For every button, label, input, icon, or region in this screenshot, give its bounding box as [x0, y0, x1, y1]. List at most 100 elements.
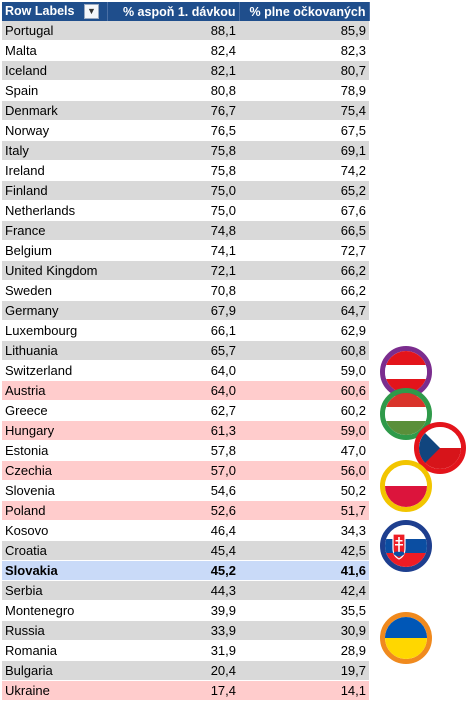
fully-vaccinated-cell[interactable]: 75,4 — [239, 100, 369, 121]
fully-vaccinated-cell[interactable]: 47,0 — [239, 440, 369, 461]
country-cell[interactable]: Serbia — [2, 580, 107, 601]
country-cell[interactable]: Ireland — [2, 160, 107, 181]
table-row[interactable]: United Kingdom 72,1 66,2 — [2, 260, 369, 281]
first-dose-cell[interactable]: 75,0 — [107, 180, 239, 201]
fully-vaccinated-cell[interactable]: 59,0 — [239, 360, 369, 381]
first-dose-cell[interactable]: 75,0 — [107, 200, 239, 221]
country-cell[interactable]: Kosovo — [2, 520, 107, 541]
country-cell[interactable]: Slovakia — [2, 560, 107, 581]
first-dose-cell[interactable]: 46,4 — [107, 520, 239, 541]
table-row[interactable]: Portugal 88,1 85,9 — [2, 21, 369, 41]
table-row[interactable]: Serbia 44,3 42,4 — [2, 580, 369, 601]
fully-vaccinated-cell[interactable]: 60,2 — [239, 400, 369, 421]
country-cell[interactable]: Portugal — [2, 21, 107, 41]
first-dose-cell[interactable]: 67,9 — [107, 300, 239, 321]
table-row[interactable]: Russia 33,9 30,9 — [2, 620, 369, 641]
country-cell[interactable]: Ukraine — [2, 680, 107, 701]
fully-vaccinated-cell[interactable]: 62,9 — [239, 320, 369, 341]
fully-vaccinated-cell[interactable]: 41,6 — [239, 560, 369, 581]
table-row[interactable]: Estonia 57,8 47,0 — [2, 440, 369, 461]
table-row[interactable]: Malta 82,4 82,3 — [2, 40, 369, 61]
table-row[interactable]: Ireland 75,8 74,2 — [2, 160, 369, 181]
filter-sort-icon[interactable]: ▼ — [83, 4, 99, 20]
table-row[interactable]: Italy 75,8 69,1 — [2, 140, 369, 161]
header-fully-vaccinated[interactable]: % plne očkovaných — [239, 2, 370, 21]
table-row[interactable]: Ukraine 17,4 14,1 — [2, 680, 369, 701]
table-row[interactable]: Sweden 70,8 66,2 — [2, 280, 369, 301]
table-row[interactable]: Luxembourg 66,1 62,9 — [2, 320, 369, 341]
first-dose-cell[interactable]: 45,4 — [107, 540, 239, 561]
fully-vaccinated-cell[interactable]: 51,7 — [239, 500, 369, 521]
table-row[interactable]: Slovakia 45,2 41,6 — [2, 560, 369, 581]
first-dose-cell[interactable]: 74,1 — [107, 240, 239, 261]
first-dose-cell[interactable]: 65,7 — [107, 340, 239, 361]
first-dose-cell[interactable]: 54,6 — [107, 480, 239, 501]
first-dose-cell[interactable]: 82,1 — [107, 60, 239, 81]
fully-vaccinated-cell[interactable]: 66,2 — [239, 260, 369, 281]
fully-vaccinated-cell[interactable]: 42,4 — [239, 580, 369, 601]
fully-vaccinated-cell[interactable]: 65,2 — [239, 180, 369, 201]
fully-vaccinated-cell[interactable]: 60,6 — [239, 380, 369, 401]
table-row[interactable]: Kosovo 46,4 34,3 — [2, 520, 369, 541]
table-row[interactable]: Netherlands 75,0 67,6 — [2, 200, 369, 221]
fully-vaccinated-cell[interactable]: 66,2 — [239, 280, 369, 301]
table-row[interactable]: Slovenia 54,6 50,2 — [2, 480, 369, 501]
first-dose-cell[interactable]: 33,9 — [107, 620, 239, 641]
country-cell[interactable]: France — [2, 220, 107, 241]
country-cell[interactable]: Croatia — [2, 540, 107, 561]
fully-vaccinated-cell[interactable]: 50,2 — [239, 480, 369, 501]
country-cell[interactable]: Malta — [2, 40, 107, 61]
country-cell[interactable]: Hungary — [2, 420, 107, 441]
table-row[interactable]: Romania 31,9 28,9 — [2, 640, 369, 661]
country-cell[interactable]: Denmark — [2, 100, 107, 121]
country-cell[interactable]: Lithuania — [2, 340, 107, 361]
table-row[interactable]: France 74,8 66,5 — [2, 220, 369, 241]
fully-vaccinated-cell[interactable]: 35,5 — [239, 600, 369, 621]
first-dose-cell[interactable]: 70,8 — [107, 280, 239, 301]
table-row[interactable]: Greece 62,7 60,2 — [2, 400, 369, 421]
country-cell[interactable]: Spain — [2, 80, 107, 101]
fully-vaccinated-cell[interactable]: 34,3 — [239, 520, 369, 541]
fully-vaccinated-cell[interactable]: 78,9 — [239, 80, 369, 101]
fully-vaccinated-cell[interactable]: 67,6 — [239, 200, 369, 221]
first-dose-cell[interactable]: 64,0 — [107, 380, 239, 401]
country-cell[interactable]: Netherlands — [2, 200, 107, 221]
country-cell[interactable]: Sweden — [2, 280, 107, 301]
country-cell[interactable]: Germany — [2, 300, 107, 321]
table-row[interactable]: Switzerland 64,0 59,0 — [2, 360, 369, 381]
first-dose-cell[interactable]: 74,8 — [107, 220, 239, 241]
header-row-labels[interactable]: Row Labels ▼ — [2, 2, 108, 21]
country-cell[interactable]: Slovenia — [2, 480, 107, 501]
first-dose-cell[interactable]: 61,3 — [107, 420, 239, 441]
first-dose-cell[interactable]: 76,5 — [107, 120, 239, 141]
fully-vaccinated-cell[interactable]: 64,7 — [239, 300, 369, 321]
fully-vaccinated-cell[interactable]: 69,1 — [239, 140, 369, 161]
first-dose-cell[interactable]: 62,7 — [107, 400, 239, 421]
first-dose-cell[interactable]: 45,2 — [107, 560, 239, 581]
first-dose-cell[interactable]: 44,3 — [107, 580, 239, 601]
table-row[interactable]: Croatia 45,4 42,5 — [2, 540, 369, 561]
first-dose-cell[interactable]: 52,6 — [107, 500, 239, 521]
fully-vaccinated-cell[interactable]: 72,7 — [239, 240, 369, 261]
fully-vaccinated-cell[interactable]: 59,0 — [239, 420, 369, 441]
country-cell[interactable]: Norway — [2, 120, 107, 141]
first-dose-cell[interactable]: 57,8 — [107, 440, 239, 461]
table-row[interactable]: Montenegro 39,9 35,5 — [2, 600, 369, 621]
fully-vaccinated-cell[interactable]: 56,0 — [239, 460, 369, 481]
table-row[interactable]: Poland 52,6 51,7 — [2, 500, 369, 521]
fully-vaccinated-cell[interactable]: 85,9 — [239, 21, 369, 41]
first-dose-cell[interactable]: 88,1 — [107, 21, 239, 41]
country-cell[interactable]: Austria — [2, 380, 107, 401]
fully-vaccinated-cell[interactable]: 14,1 — [239, 680, 369, 701]
table-row[interactable]: Finland 75,0 65,2 — [2, 180, 369, 201]
country-cell[interactable]: Iceland — [2, 60, 107, 81]
first-dose-cell[interactable]: 76,7 — [107, 100, 239, 121]
table-row[interactable]: Germany 67,9 64,7 — [2, 300, 369, 321]
fully-vaccinated-cell[interactable]: 67,5 — [239, 120, 369, 141]
first-dose-cell[interactable]: 80,8 — [107, 80, 239, 101]
first-dose-cell[interactable]: 72,1 — [107, 260, 239, 281]
country-cell[interactable]: Italy — [2, 140, 107, 161]
table-row[interactable]: Czechia 57,0 56,0 — [2, 460, 369, 481]
country-cell[interactable]: Luxembourg — [2, 320, 107, 341]
table-row[interactable]: Belgium 74,1 72,7 — [2, 240, 369, 261]
